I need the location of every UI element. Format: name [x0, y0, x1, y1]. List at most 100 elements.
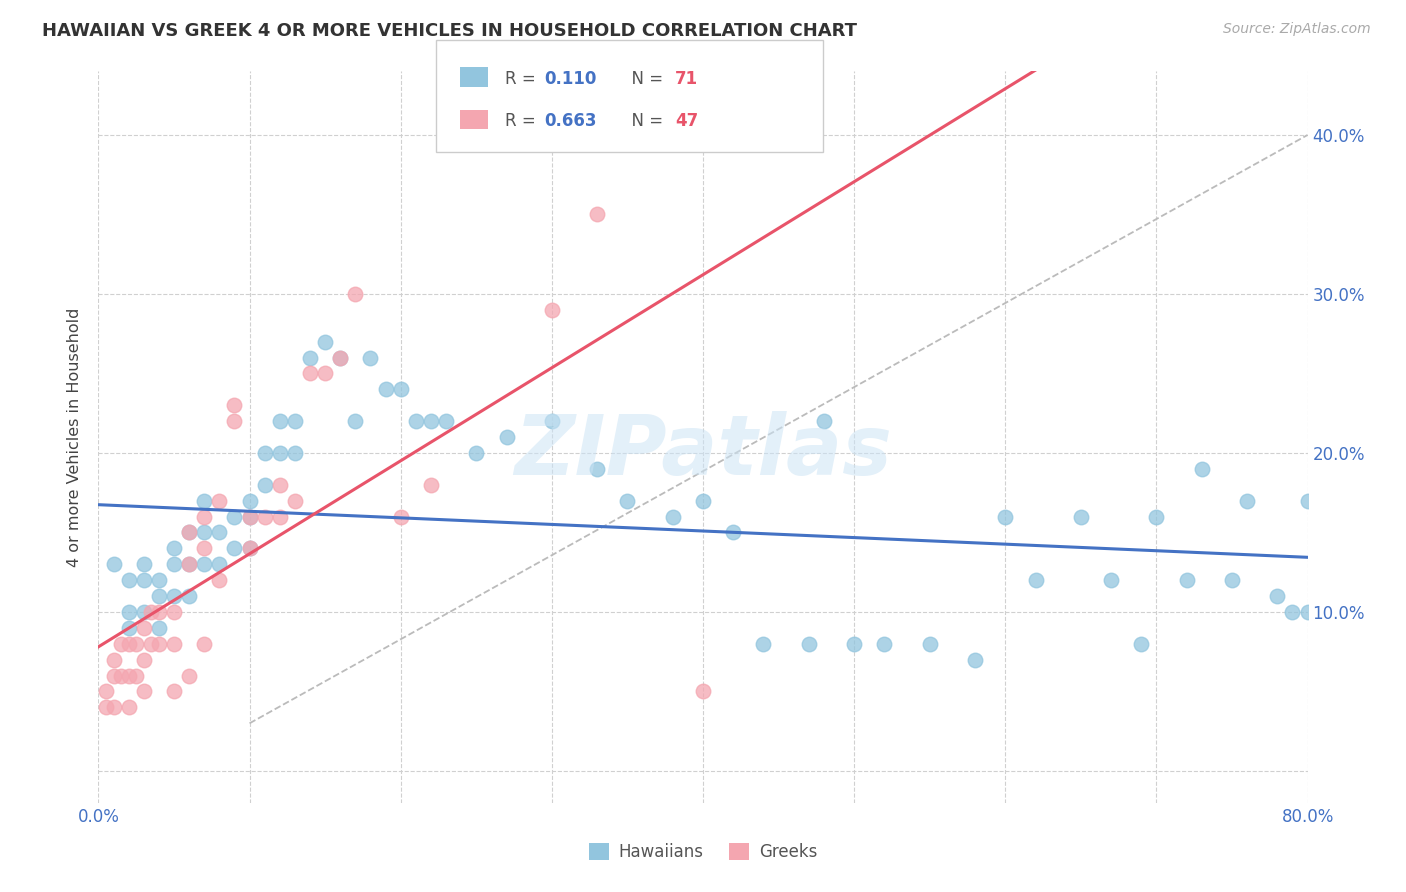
Point — [389, 383, 412, 397]
Point — [148, 589, 170, 603]
Point — [193, 541, 215, 556]
Point — [239, 509, 262, 524]
Text: N =: N = — [621, 70, 669, 87]
Point — [813, 414, 835, 428]
Point — [132, 558, 155, 572]
Point — [965, 653, 987, 667]
Point — [269, 477, 291, 491]
Point — [692, 493, 714, 508]
Point — [193, 558, 215, 572]
Point — [118, 668, 141, 682]
Point — [1236, 493, 1258, 508]
Point — [434, 414, 457, 428]
Point — [1296, 605, 1319, 619]
Point — [193, 493, 215, 508]
Point — [1130, 637, 1153, 651]
Point — [132, 573, 155, 587]
Point — [208, 525, 231, 540]
Point — [1296, 493, 1319, 508]
Point — [420, 477, 443, 491]
Point — [1267, 589, 1289, 603]
Point — [314, 367, 336, 381]
Point — [132, 653, 155, 667]
Point — [224, 414, 246, 428]
Text: 47: 47 — [675, 112, 699, 130]
Point — [752, 637, 775, 651]
Point — [103, 668, 125, 682]
Text: Source: ZipAtlas.com: Source: ZipAtlas.com — [1223, 22, 1371, 37]
Point — [284, 493, 307, 508]
Point — [148, 605, 170, 619]
Point — [1220, 573, 1243, 587]
Point — [163, 637, 186, 651]
Point — [208, 493, 231, 508]
Point — [118, 573, 141, 587]
Point — [994, 509, 1017, 524]
Point — [465, 446, 488, 460]
Point — [1144, 509, 1167, 524]
Point — [132, 621, 155, 635]
Point — [269, 446, 291, 460]
Text: R =: R = — [505, 70, 541, 87]
Point — [540, 302, 562, 317]
Point — [179, 668, 201, 682]
Point — [344, 287, 367, 301]
Point — [253, 446, 276, 460]
Point — [360, 351, 382, 365]
Point — [239, 541, 262, 556]
Point — [193, 637, 215, 651]
Point — [269, 414, 291, 428]
Point — [284, 414, 307, 428]
Point — [141, 637, 163, 651]
Point — [118, 621, 141, 635]
Point — [299, 367, 322, 381]
Point — [125, 668, 148, 682]
Point — [405, 414, 427, 428]
Text: R =: R = — [505, 112, 541, 130]
Point — [163, 589, 186, 603]
Point — [132, 684, 155, 698]
Point — [148, 637, 170, 651]
Point — [329, 351, 352, 365]
Text: HAWAIIAN VS GREEK 4 OR MORE VEHICLES IN HOUSEHOLD CORRELATION CHART: HAWAIIAN VS GREEK 4 OR MORE VEHICLES IN … — [42, 22, 858, 40]
Point — [179, 525, 201, 540]
Point — [193, 509, 215, 524]
Text: N =: N = — [621, 112, 669, 130]
Point — [163, 684, 186, 698]
Point — [284, 446, 307, 460]
Point — [163, 541, 186, 556]
Point — [314, 334, 336, 349]
Point — [797, 637, 820, 651]
Point — [344, 414, 367, 428]
Point — [163, 605, 186, 619]
Point — [103, 700, 125, 714]
Point — [540, 414, 562, 428]
Text: 71: 71 — [675, 70, 697, 87]
Point — [239, 509, 262, 524]
Point — [1099, 573, 1122, 587]
Point — [918, 637, 941, 651]
Text: 0.110: 0.110 — [544, 70, 596, 87]
Point — [118, 700, 141, 714]
Point — [224, 541, 246, 556]
Point — [239, 493, 262, 508]
Point — [132, 605, 155, 619]
Point — [148, 573, 170, 587]
Point — [110, 668, 132, 682]
Point — [692, 684, 714, 698]
Point — [103, 653, 125, 667]
Point — [269, 509, 291, 524]
Point — [253, 477, 276, 491]
Point — [389, 509, 412, 524]
Point — [110, 637, 132, 651]
Point — [179, 525, 201, 540]
Point — [661, 509, 683, 524]
Point — [586, 462, 609, 476]
Point — [94, 700, 117, 714]
Y-axis label: 4 or more Vehicles in Household: 4 or more Vehicles in Household — [67, 308, 83, 566]
Point — [723, 525, 745, 540]
Point — [420, 414, 443, 428]
Point — [148, 621, 170, 635]
Point — [141, 605, 163, 619]
Point — [193, 525, 215, 540]
